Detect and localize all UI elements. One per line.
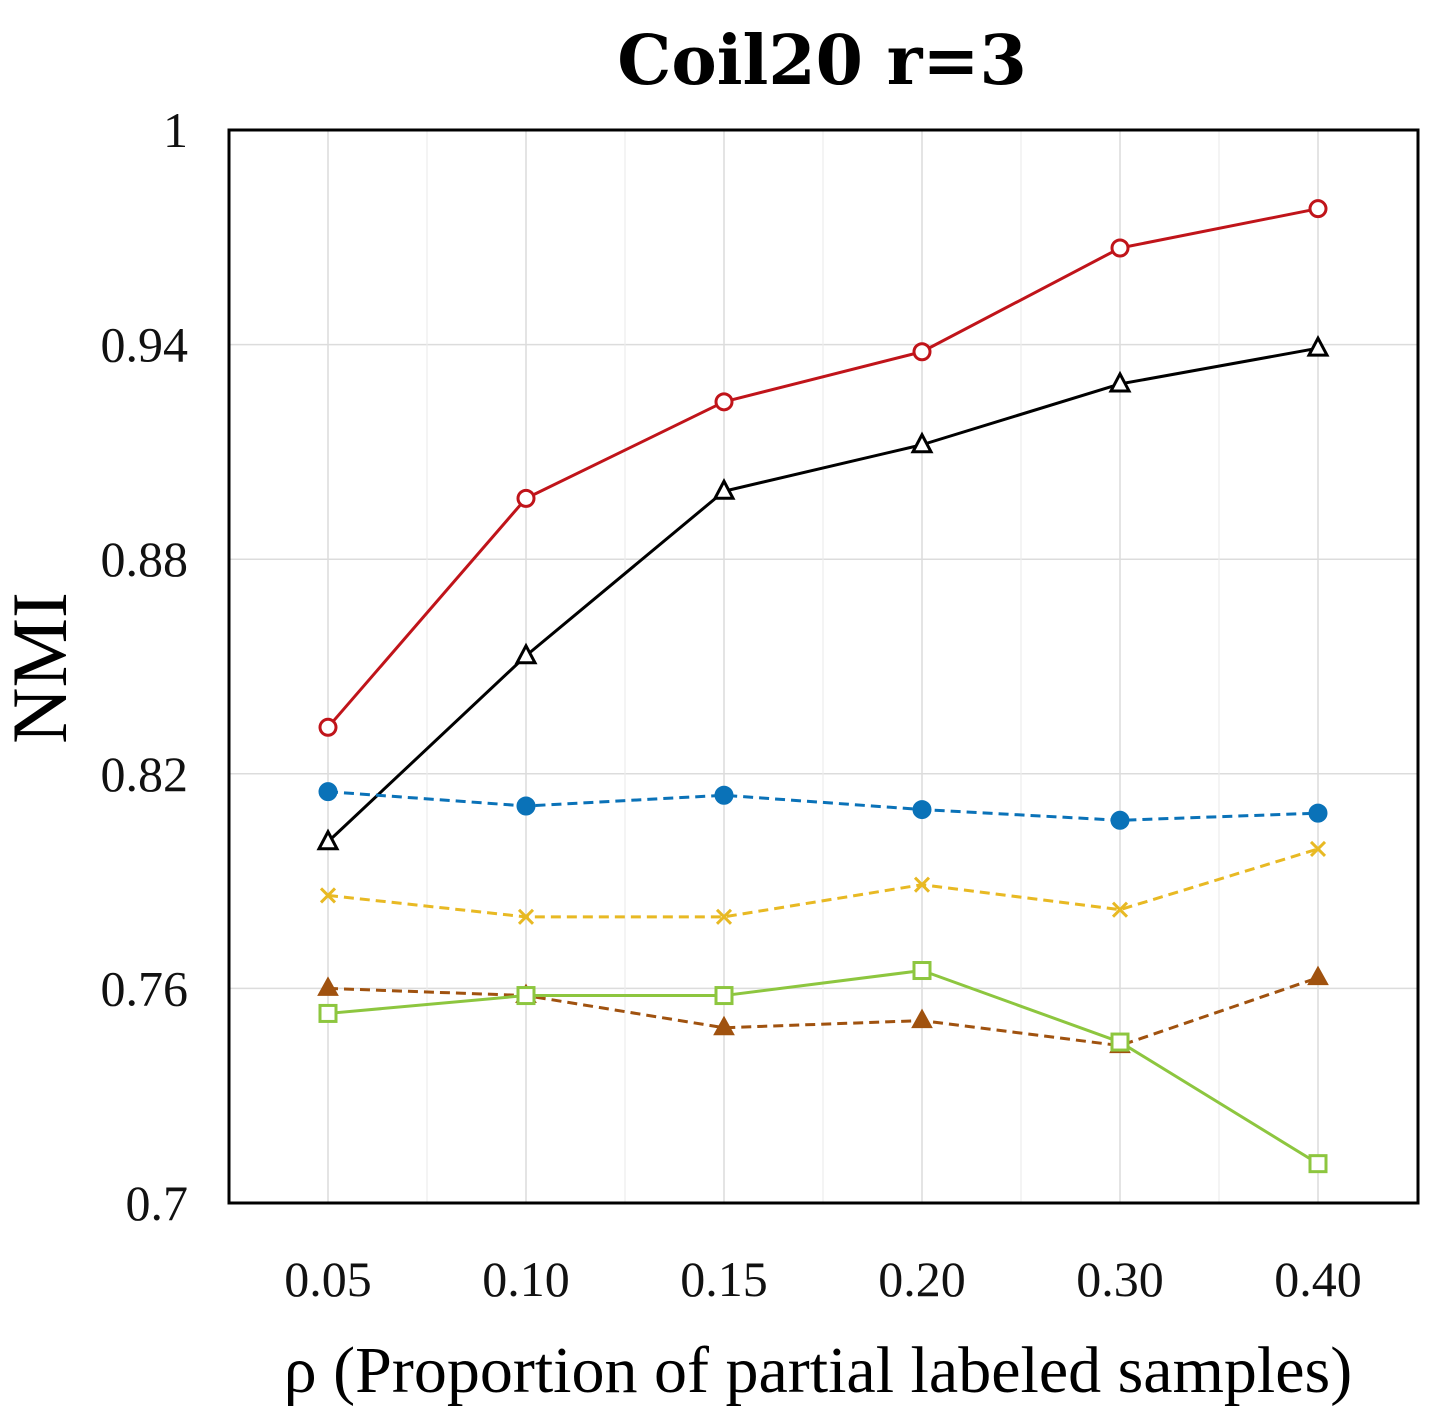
series-green-point xyxy=(318,1003,338,1023)
series-yellow xyxy=(319,840,1327,925)
x-axis-label: ρ (Proportion of partial labeled samples… xyxy=(284,1334,1352,1407)
x-tick-label: 0.20 xyxy=(878,1251,966,1307)
series-brown-point xyxy=(1307,965,1329,986)
series-yellow-point xyxy=(1111,901,1129,918)
series-blue-point xyxy=(912,800,932,820)
series-green-point xyxy=(1308,1154,1328,1174)
series-black-point xyxy=(1306,334,1330,357)
y-tick-label: 0.88 xyxy=(101,531,189,587)
series-blue-point xyxy=(1110,810,1130,830)
series-green-point xyxy=(714,986,734,1006)
series-black-point xyxy=(712,478,736,500)
series-green-point xyxy=(1110,1032,1130,1052)
series-green xyxy=(318,961,1328,1174)
series-yellow-point xyxy=(517,908,535,925)
y-tick-label: 1 xyxy=(163,102,188,158)
y-tick-label: 0.94 xyxy=(101,317,189,373)
series-layer xyxy=(316,199,1330,1174)
series-blue-point xyxy=(1308,803,1328,823)
series-brown-point xyxy=(317,976,339,996)
y-axis-ticks: 0.7 0.76 0.82 0.88 0.94 1 xyxy=(101,102,189,1231)
series-black xyxy=(316,334,1330,851)
series-black-point xyxy=(514,642,538,665)
series-red xyxy=(318,199,1328,737)
grid-lines xyxy=(229,129,1418,1204)
series-yellow-point xyxy=(715,908,733,925)
series-red-point xyxy=(912,342,932,362)
series-black-line xyxy=(326,346,1319,843)
y-tick-label: 0.82 xyxy=(101,746,189,802)
series-black-point xyxy=(316,828,340,851)
x-tick-label: 0.40 xyxy=(1274,1251,1362,1307)
series-yellow-point xyxy=(913,876,931,893)
series-red-line xyxy=(326,207,1319,729)
plot-frame xyxy=(227,128,1420,1205)
chart-title: Coil20 r=3 xyxy=(617,21,1027,101)
series-red-point xyxy=(714,392,734,412)
series-blue-point xyxy=(318,782,338,802)
series-brown-point xyxy=(911,1008,933,1029)
series-yellow-point xyxy=(1309,840,1327,857)
y-tick-label: 0.76 xyxy=(101,960,189,1016)
series-green-point xyxy=(912,961,932,981)
series-blue xyxy=(318,782,1328,830)
x-tick-label: 0.15 xyxy=(680,1251,768,1307)
series-red-point xyxy=(516,488,536,508)
x-tick-label: 0.05 xyxy=(284,1251,372,1307)
x-tick-label: 0.30 xyxy=(1076,1251,1164,1307)
series-black-point xyxy=(1108,370,1132,393)
series-red-point xyxy=(1308,199,1328,219)
series-yellow-point xyxy=(319,887,337,904)
series-brown-line xyxy=(327,976,1319,1048)
series-blue-point xyxy=(714,785,734,805)
series-yellow-line xyxy=(327,847,1319,919)
series-green-point xyxy=(516,986,536,1006)
series-blue-point xyxy=(516,796,536,816)
series-blue-line xyxy=(327,790,1319,822)
y-tick-label: 0.7 xyxy=(126,1175,189,1231)
series-green-line xyxy=(327,969,1319,1165)
y-axis-label: NMI xyxy=(0,592,83,744)
x-tick-label: 0.10 xyxy=(482,1251,570,1307)
x-axis-ticks: 0.05 0.10 0.15 0.20 0.30 0.40 xyxy=(284,1251,1362,1307)
series-red-point xyxy=(318,717,338,737)
series-red-point xyxy=(1110,238,1130,258)
series-brown-point xyxy=(713,1015,735,1036)
series-black-point xyxy=(910,431,934,454)
